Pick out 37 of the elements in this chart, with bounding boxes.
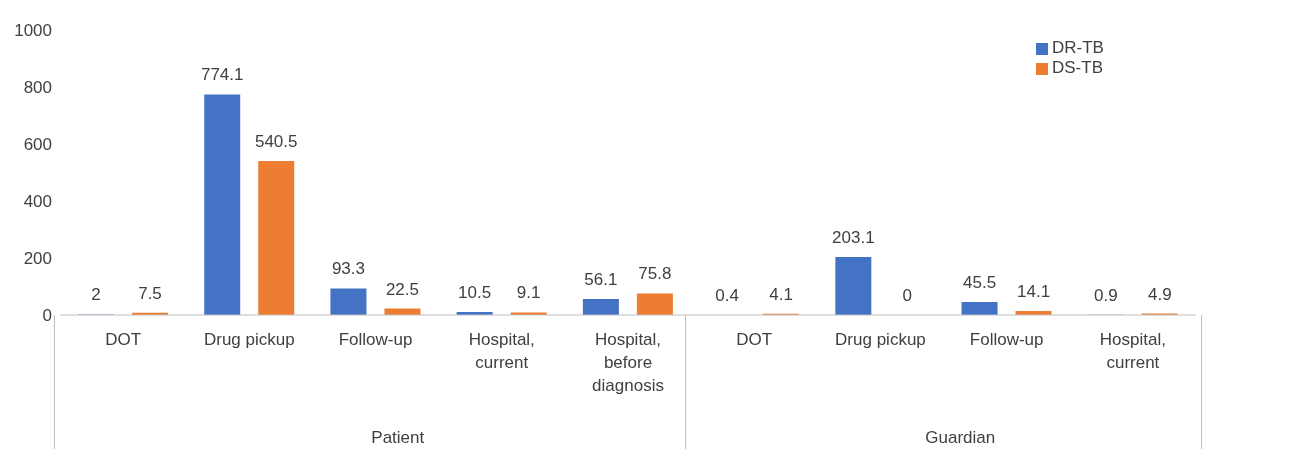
x-tick-label: Drug pickup (203, 330, 295, 349)
y-tick-label: 200 (23, 249, 52, 269)
data-label: 2 (91, 285, 101, 305)
x-tick-label: Hospital, current (1099, 330, 1166, 372)
y-tick-label: 600 (23, 135, 52, 155)
text: Guardian (925, 428, 996, 447)
data-label: 4.9 (1147, 284, 1172, 304)
data-label: 0 (902, 285, 913, 305)
legend-label: DR-TB (1052, 38, 1104, 57)
data-label: 14.1 (1017, 281, 1051, 301)
data-label: 203.1 (832, 228, 875, 248)
data-label: 0.9 (1093, 285, 1118, 305)
data-label: 22.5 (385, 279, 419, 299)
data-label: 10.5 (458, 283, 492, 303)
x-tick-label: Follow-up (338, 330, 413, 349)
y-tick-label: 800 (23, 78, 52, 98)
text: Patient (371, 428, 425, 447)
data-label: 9.1 (516, 283, 541, 303)
data-label: 75.8 (638, 264, 672, 284)
x-tick-label: Follow-up (969, 330, 1044, 349)
y-tick-label: 400 (23, 192, 52, 212)
data-label: 4.1 (769, 284, 793, 304)
data-label: 540.5 (254, 131, 298, 151)
x-tick-label: DOT (105, 330, 142, 349)
y-tick-label: 1000 (14, 21, 52, 41)
x-tick-label: DOT (736, 330, 773, 349)
x-tick-label: Hospital, before diagnosis (592, 330, 664, 395)
legend-label: DS-TB (1052, 58, 1103, 77)
data-label: 774.1 (200, 65, 244, 85)
y-tick-label: 0 (42, 306, 52, 326)
data-label: 56.1 (584, 270, 618, 290)
x-tick-label: Drug pickup (835, 330, 926, 349)
x-tick-label: Hospital, current (468, 330, 535, 372)
data-label: 0.4 (715, 285, 739, 305)
data-label: 45.5 (963, 273, 997, 293)
data-label: 93.3 (331, 259, 365, 279)
data-label: 7.5 (138, 283, 162, 303)
